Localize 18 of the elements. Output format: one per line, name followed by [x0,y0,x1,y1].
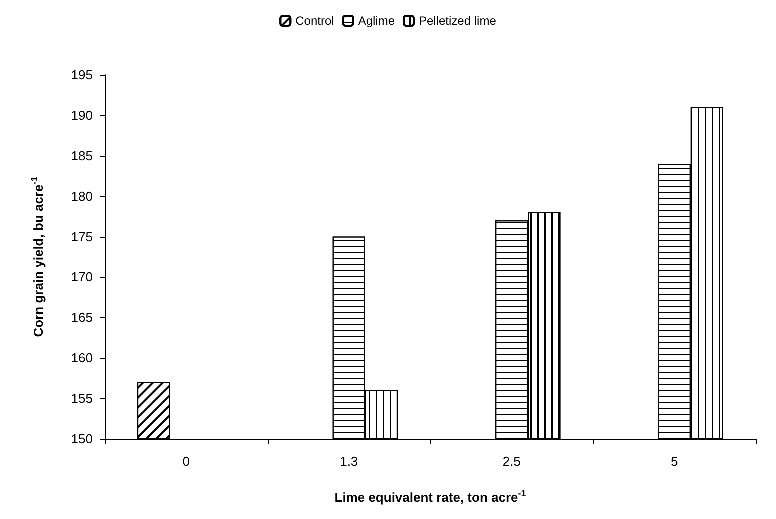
x-tick-label: 2.5 [502,454,521,469]
x-tick-label: 0 [182,454,190,469]
x-tick-label: 5 [671,454,678,469]
y-tick-label: 155 [71,391,93,406]
y-tick-label: 160 [71,350,93,366]
y-tick-label: 180 [71,188,93,204]
x-tick-label: 1.3 [340,454,358,469]
y-tick-label: 165 [71,310,93,326]
legend-label: Aglime [358,14,396,28]
y-tick-label: 170 [71,270,93,285]
y-tick-label: 150 [71,432,93,446]
y-tick-label: 190 [71,108,93,123]
legend-label: Control [296,14,334,28]
y-tick-label: 185 [71,148,93,164]
y-tick-label: 195 [71,68,93,82]
legend-label: Pelletized lime [419,14,497,28]
y-axis-title: Corn grain yield, bu acre-1 [30,176,46,338]
y-tick-label: 175 [71,229,93,244]
